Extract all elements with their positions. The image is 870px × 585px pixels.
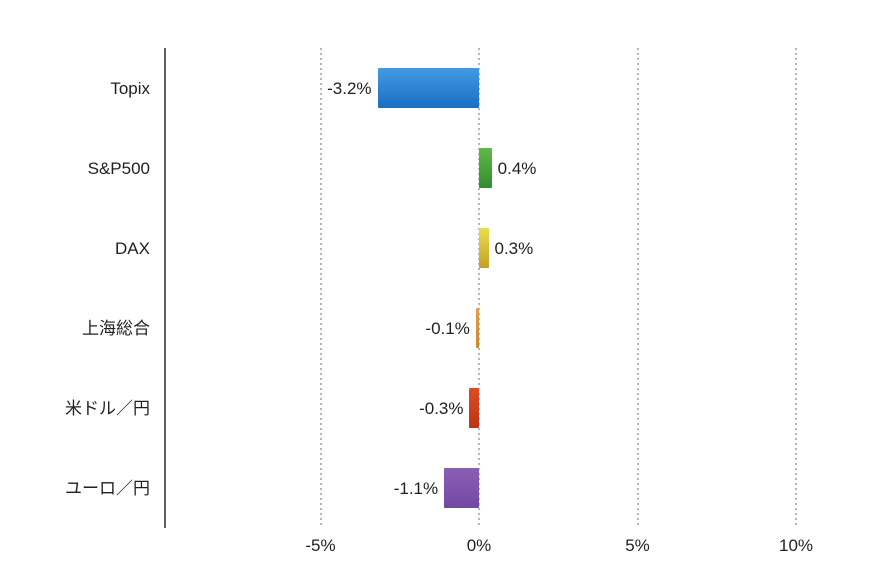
bar-ユーロ／円 [444, 468, 479, 508]
x-tick-label: 5% [625, 536, 650, 555]
category-label: DAX [115, 239, 150, 258]
value-label: -3.2% [327, 79, 372, 98]
bar-S&P500 [479, 148, 492, 188]
y-axis-line [164, 48, 166, 528]
value-label: -0.1% [425, 319, 470, 338]
bar-米ドル／円 [469, 388, 479, 428]
category-label: 上海総合 [82, 319, 150, 338]
x-tick-label: 0% [466, 536, 492, 555]
category-label: 米ドル／円 [65, 399, 150, 418]
bar-Topix [377, 68, 479, 108]
value-label: -0.3% [419, 399, 464, 418]
gridline-5% [636, 48, 639, 528]
x-tick-label: 10% [778, 536, 814, 555]
x-tick-label: -5% [305, 536, 336, 555]
value-label: 0.4% [497, 159, 537, 178]
gridline-0% [478, 48, 480, 528]
value-label: -1.1% [393, 479, 439, 498]
value-label: 0.3% [494, 239, 534, 258]
category-label: S&P500 [87, 159, 150, 178]
bar-上海総合 [475, 308, 479, 348]
category-label: Topix [110, 79, 150, 98]
category-label: ユーロ／円 [65, 479, 150, 498]
gridline--5% [319, 48, 322, 528]
gridline-10% [795, 48, 797, 528]
bar-DAX [479, 228, 489, 268]
